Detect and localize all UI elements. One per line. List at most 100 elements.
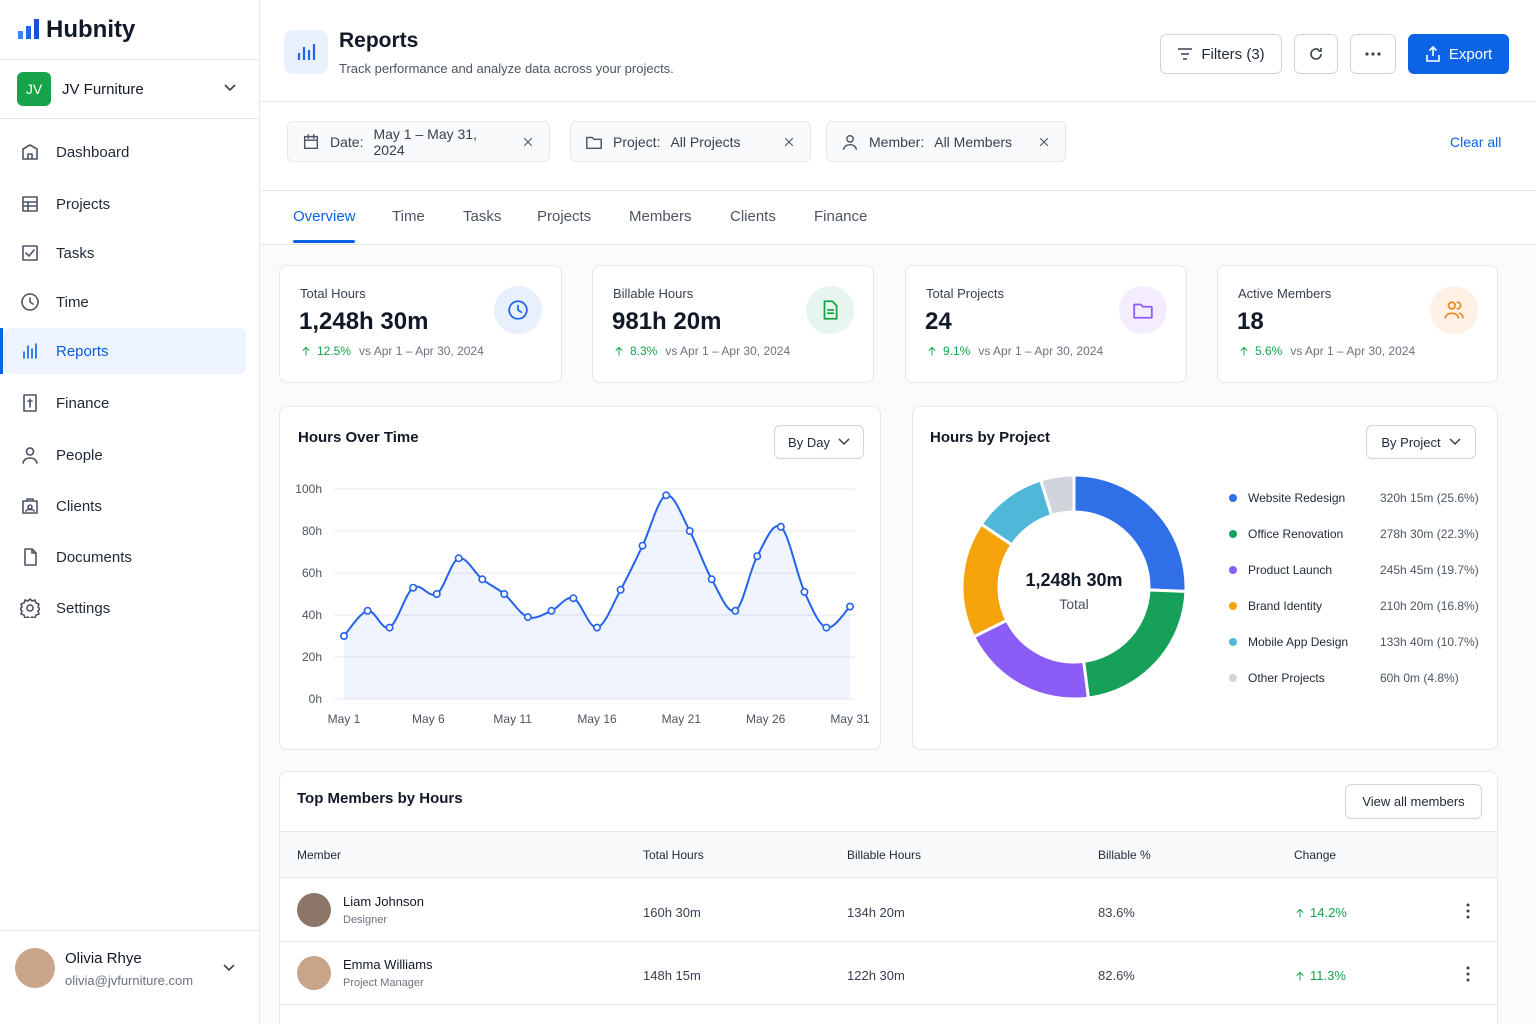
tab[interactable]: Projects: [537, 208, 592, 225]
cell-billable: 134h 20m: [847, 905, 905, 920]
menu-dot: [1466, 972, 1470, 976]
nav-item[interactable]: Projects: [4, 181, 246, 227]
menu-dot: [1466, 978, 1470, 982]
user-avatar: [15, 948, 55, 988]
header-icon: [284, 30, 328, 74]
column-header: Total Hours: [643, 848, 704, 862]
view-all-button[interactable]: View all members: [1345, 784, 1482, 819]
kpi-icon: [806, 286, 854, 334]
filters-label: Filters (3): [1201, 45, 1265, 63]
export-label: Export: [1448, 45, 1493, 63]
kpi-icon: [1119, 286, 1167, 334]
kpi-compare-row: 9.1% vs Apr 1 – Apr 30, 2024: [926, 344, 1103, 358]
menu-dot: [1466, 915, 1470, 919]
workspace-name[interactable]: JV Furniture: [62, 81, 144, 98]
icon: [1296, 908, 1304, 918]
filters-button[interactable]: Filters (3): [1160, 34, 1282, 74]
icon: [508, 300, 528, 320]
icon: [823, 300, 838, 320]
icon: [24, 548, 37, 566]
tab[interactable]: Members: [629, 208, 692, 225]
icon-path: [22, 498, 38, 514]
icon: [1240, 346, 1248, 356]
kpi-card: Total Hours 1,248h 30m 12.5% vs Apr 1 – Apr…: [279, 265, 562, 383]
nav-item[interactable]: Reports: [0, 328, 246, 374]
kpi-value: 24: [925, 308, 952, 335]
tab[interactable]: Finance: [814, 208, 868, 225]
member-name: Emma Williams: [343, 957, 433, 972]
kpi-card: Active Members 18 5.6% vs Apr 1 – Apr 30, 2…: [1217, 265, 1498, 383]
icon[interactable]: [782, 135, 796, 149]
card-title: Hours by Project: [930, 429, 1051, 446]
nav-item[interactable]: Time: [4, 279, 246, 325]
export-button[interactable]: Export: [1408, 34, 1509, 74]
group-select[interactable]: By Project: [1366, 425, 1476, 459]
brand: Hubnity: [46, 16, 136, 43]
tab[interactable]: Overview: [293, 208, 356, 225]
icon-path: [1240, 346, 1248, 356]
kpi-compare-row: 5.6% vs Apr 1 – Apr 30, 2024: [1238, 344, 1415, 358]
nav-item[interactable]: Finance: [4, 380, 246, 426]
change-value: 14.2%: [1310, 905, 1347, 920]
nav-item[interactable]: Clients: [4, 483, 246, 529]
row-divider: [280, 1004, 1497, 1005]
column-header: Member: [297, 848, 342, 862]
nav-label: Reports: [56, 342, 109, 360]
nav-label: Clients: [56, 497, 102, 515]
page-title: Reports: [339, 29, 419, 52]
icon[interactable]: [1037, 135, 1051, 149]
kpi-value: 981h 20m: [612, 308, 722, 335]
icon: [21, 293, 39, 311]
clear-all[interactable]: Clear all: [1450, 134, 1502, 150]
row-menu[interactable]: [1466, 966, 1470, 987]
select-label: By Project: [1381, 434, 1441, 450]
kpi-card: Total Projects 24 9.1% vs Apr 1 – Apr 30, 2…: [905, 265, 1187, 383]
nav-item[interactable]: Documents: [4, 534, 246, 580]
avatar: [297, 893, 331, 927]
cell-percent: 83.6%: [1098, 905, 1135, 920]
row-divider: [280, 941, 1497, 942]
more-button[interactable]: [1350, 34, 1396, 74]
icon: [842, 134, 858, 150]
select-label: By Day: [788, 434, 830, 450]
cell-total: 160h 30m: [643, 905, 701, 920]
chip-value: All Members: [934, 133, 1013, 150]
nav-item[interactable]: People: [4, 432, 246, 478]
chevron[interactable]: [222, 963, 236, 973]
tab[interactable]: Clients: [730, 208, 776, 225]
tab[interactable]: Tasks: [463, 208, 502, 225]
nav-label: Settings: [56, 599, 111, 617]
icon: [586, 136, 602, 149]
icon-path: [842, 134, 858, 150]
menu-dot: [1466, 903, 1470, 907]
filter-chip: Date: May 1 – May 31, 2024: [287, 121, 550, 162]
page-subtitle: Track performance and analyze data acros…: [339, 61, 674, 76]
members-table: Top Members by Hours View all members Me…: [279, 771, 1498, 1024]
kpi-icon: [494, 286, 542, 334]
icon-path: [24, 548, 37, 566]
icon-path: [1133, 303, 1153, 319]
member-role: Project Manager: [343, 977, 424, 989]
nav-item[interactable]: Dashboard: [4, 129, 246, 175]
kpi-change: 8.3%: [630, 344, 658, 358]
nav-item[interactable]: Tasks: [4, 230, 246, 276]
nav-item[interactable]: Settings: [4, 585, 246, 631]
refresh-button[interactable]: [1294, 34, 1338, 74]
tab[interactable]: Time: [392, 208, 425, 225]
cell-percent: 82.6%: [1098, 968, 1135, 983]
icon: [1296, 971, 1304, 981]
icon-path: [22, 447, 38, 464]
icon-path: [1296, 971, 1304, 981]
member-name: Liam Johnson: [343, 894, 424, 909]
column-header: Billable %: [1098, 848, 1151, 862]
icon[interactable]: [521, 135, 535, 149]
tab-indicator: [293, 240, 355, 243]
icon-path: [20, 598, 40, 618]
chip-label: Date:: [330, 133, 364, 150]
menu-icon: [1466, 903, 1470, 919]
period-select[interactable]: By Day: [774, 425, 864, 459]
user-email: olivia@jvfurniture.com: [65, 973, 194, 988]
row-menu[interactable]: [1466, 903, 1470, 924]
kpi-value: 1,248h 30m: [299, 308, 429, 335]
